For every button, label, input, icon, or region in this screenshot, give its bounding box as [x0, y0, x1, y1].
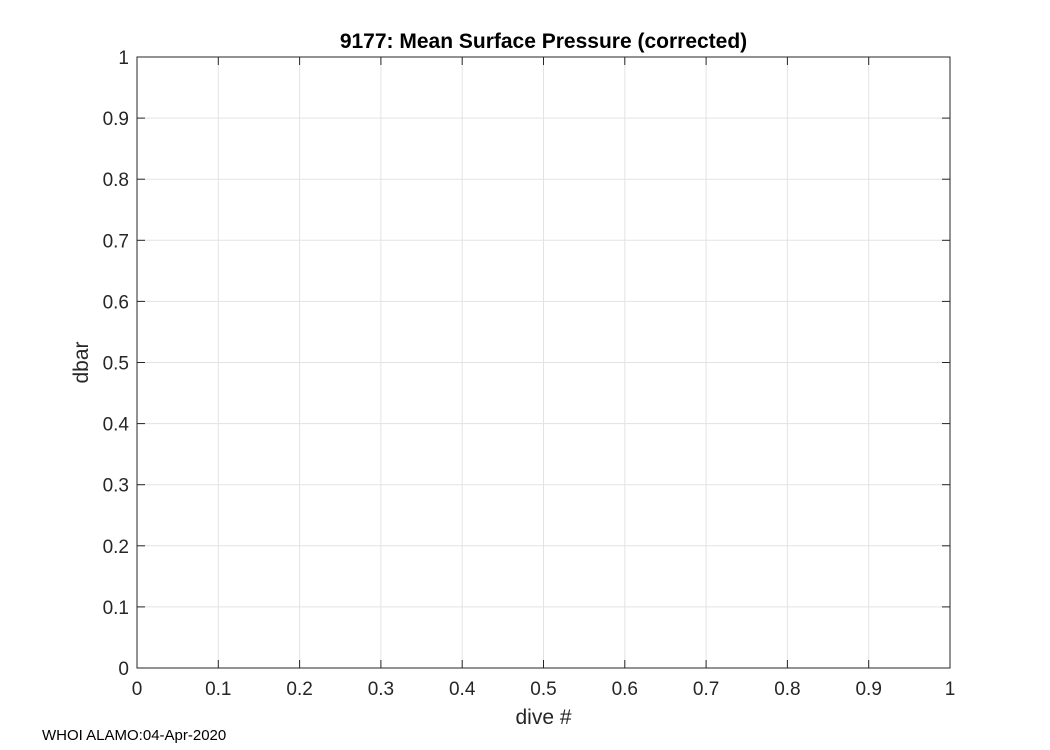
x-tick-label: 0.8 [774, 679, 800, 700]
ticks [136, 56, 951, 669]
y-tick-label: 0.4 [103, 415, 130, 436]
y-tick-label: 0.3 [103, 476, 129, 497]
y-tick-label: 0 [118, 659, 129, 680]
chart-title: 9177: Mean Surface Pressure (corrected) [340, 30, 747, 53]
x-tick-label: 0.6 [612, 679, 638, 700]
x-axis-title: dive # [515, 706, 571, 729]
x-tick-label: 0.3 [368, 679, 394, 700]
y-axis-title: dbar [70, 341, 93, 383]
y-tick-label: 0.2 [103, 537, 129, 558]
x-tick-labels: 0 0.1 0.2 0.3 0.4 0.5 0.6 0.7 0.8 0.9 1 [132, 679, 956, 700]
x-tick-label: 0.9 [855, 679, 881, 700]
y-tick-label: 0.7 [103, 231, 129, 252]
x-tick-label: 0.2 [286, 679, 312, 700]
y-tick-label: 0.6 [103, 292, 129, 313]
x-tick-label: 0.5 [530, 679, 556, 700]
y-tick-labels: 0 0.1 0.2 0.3 0.4 0.5 0.6 0.7 0.8 0.9 1 [103, 48, 130, 680]
y-tick-label: 0.5 [103, 354, 129, 375]
y-tick-label: 1 [118, 48, 129, 69]
x-tick-label: 0 [132, 679, 143, 700]
grid [137, 57, 950, 668]
x-tick-label: 1 [945, 679, 956, 700]
x-tick-label: 0.7 [693, 679, 719, 700]
y-tick-label: 0.8 [103, 170, 129, 191]
footer-credit: WHOI ALAMO:04-Apr-2020 [42, 727, 227, 744]
y-tick-label: 0.9 [103, 109, 129, 130]
y-tick-label: 0.1 [103, 598, 129, 619]
x-tick-label: 0.4 [449, 679, 476, 700]
x-tick-label: 0.1 [205, 679, 231, 700]
